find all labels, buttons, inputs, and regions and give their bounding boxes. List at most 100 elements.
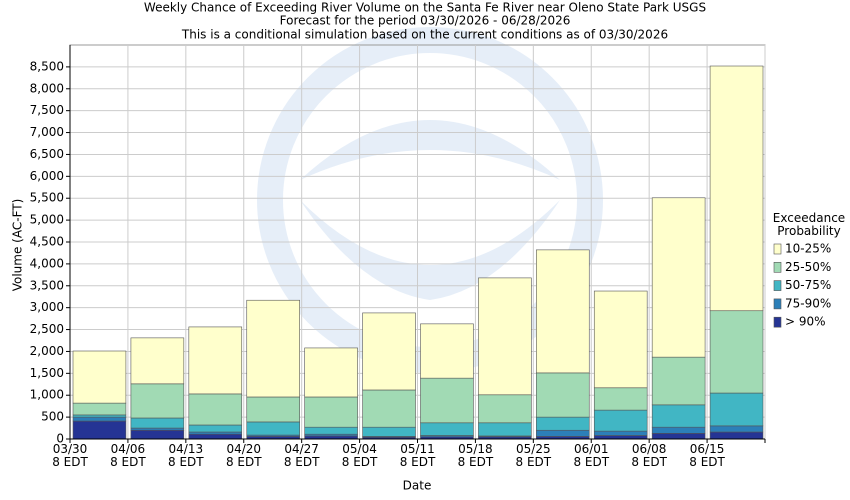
bar-segment bbox=[709, 431, 764, 440]
bar-segment bbox=[130, 337, 185, 385]
legend-title: Exceedance Probability bbox=[772, 212, 846, 238]
y-tick-label: 5,000 bbox=[30, 213, 64, 227]
bar-segment bbox=[362, 389, 416, 428]
x-tick-label-box: 06/08 8 EDT bbox=[631, 443, 667, 469]
bar-segment bbox=[420, 323, 474, 379]
bar-segment bbox=[593, 290, 648, 389]
bar-segment bbox=[536, 249, 590, 374]
y-tick-label: 2,500 bbox=[30, 322, 64, 336]
legend-label: 10-25% bbox=[785, 242, 831, 256]
y-tick-label: 3,000 bbox=[30, 300, 64, 314]
legend-swatch bbox=[773, 316, 782, 328]
bar-segment bbox=[130, 429, 185, 440]
bar-segment bbox=[420, 422, 474, 436]
bar-segment bbox=[709, 310, 764, 394]
x-tick-label-box: 05/18 8 EDT bbox=[457, 443, 494, 469]
bar-segment bbox=[709, 65, 764, 312]
x-tick-label: 03/30 8 EDT bbox=[52, 443, 88, 469]
x-tick-label-box: 04/20 8 EDT bbox=[226, 443, 262, 469]
y-tick-label: 6,000 bbox=[30, 169, 64, 183]
bar-segment bbox=[536, 429, 590, 437]
x-tick-label-box: 06/15 8 EDT bbox=[689, 443, 725, 469]
x-tick-label-box: 05/11 8 EDT bbox=[399, 443, 436, 469]
y-axis-label: Volume (AC-FT) bbox=[11, 199, 25, 292]
y-tick-label: 0 bbox=[56, 432, 64, 446]
bar-segment bbox=[593, 387, 648, 411]
y-tick-label: 8,000 bbox=[30, 81, 64, 95]
bar-segment bbox=[651, 197, 706, 358]
x-tick-label: 06/01 8 EDT bbox=[573, 443, 610, 469]
x-tick-label-box: 06/01 8 EDT bbox=[573, 443, 610, 469]
x-tick-label: 05/11 8 EDT bbox=[399, 443, 436, 469]
y-tick-label: 2,000 bbox=[30, 344, 64, 358]
x-axis-label: Date bbox=[403, 479, 432, 493]
bar-segment bbox=[709, 392, 764, 427]
legend-label: 50-75% bbox=[785, 278, 831, 292]
y-tick-label: 1,000 bbox=[30, 388, 64, 402]
x-tick-label-box: 04/06 8 EDT bbox=[110, 443, 146, 469]
bar-segment bbox=[478, 422, 532, 437]
bar-segment bbox=[188, 433, 243, 440]
x-tick-label: 05/18 8 EDT bbox=[457, 443, 494, 469]
legend-label: 75-90% bbox=[785, 296, 831, 310]
x-tick-label: 04/13 8 EDT bbox=[168, 443, 204, 469]
y-tick-label: 3,500 bbox=[30, 278, 64, 292]
bar-segment bbox=[188, 326, 243, 395]
y-tick-label: 8,500 bbox=[30, 59, 64, 73]
bar-segment bbox=[651, 404, 706, 428]
y-tick-label: 4,000 bbox=[30, 256, 64, 270]
bar-segment bbox=[130, 383, 185, 419]
bar-segment bbox=[246, 421, 300, 436]
bar-segment bbox=[72, 416, 127, 422]
legend-swatch bbox=[773, 280, 782, 291]
x-tick-label: 06/08 8 EDT bbox=[631, 443, 667, 469]
y-tick-label: 1,500 bbox=[30, 366, 64, 380]
bar-segment bbox=[593, 435, 648, 440]
legend-label: > 90% bbox=[785, 315, 826, 329]
y-tick-label: 5,500 bbox=[30, 191, 64, 205]
legend-swatch bbox=[773, 298, 782, 310]
bar-segment bbox=[536, 372, 590, 418]
x-tick-label-box: 04/13 8 EDT bbox=[168, 443, 204, 469]
bar-segment bbox=[304, 347, 358, 398]
bar-segment bbox=[188, 393, 243, 426]
x-tick-label-box: 05/04 8 EDT bbox=[341, 443, 378, 469]
x-tick-label: 06/15 8 EDT bbox=[689, 443, 725, 469]
x-tick-label-box: 04/27 8 EDT bbox=[283, 443, 320, 469]
watermark-logo bbox=[300, 120, 560, 300]
legend-label: 25-50% bbox=[785, 260, 831, 274]
bar-segment bbox=[130, 417, 185, 429]
bar-segment bbox=[362, 312, 416, 391]
bar-segment bbox=[593, 409, 648, 432]
bar-segment bbox=[72, 420, 127, 440]
y-tick-label: 4,500 bbox=[30, 235, 64, 249]
bar-segment bbox=[304, 426, 358, 435]
legend-swatch bbox=[773, 243, 782, 255]
y-tick-label: 500 bbox=[41, 410, 64, 424]
bar-segment bbox=[593, 430, 648, 436]
bar-segment bbox=[709, 425, 764, 433]
bar-segment bbox=[536, 416, 590, 431]
y-tick-label: 6,500 bbox=[30, 147, 64, 161]
bar-segment bbox=[72, 402, 127, 416]
chart-title: Weekly Chance of Exceeding River Volume … bbox=[144, 1, 706, 15]
y-tick-label: 7,500 bbox=[30, 103, 64, 117]
bar-segment bbox=[246, 396, 300, 423]
bar-segment bbox=[651, 433, 706, 440]
bar-segment bbox=[651, 426, 706, 434]
x-tick-label: 05/04 8 EDT bbox=[341, 443, 378, 469]
chart-note: This is a conditional simulation based o… bbox=[181, 28, 668, 42]
bar-segment bbox=[478, 277, 532, 396]
bar-segment bbox=[304, 396, 358, 428]
legend-swatch bbox=[773, 261, 782, 273]
chart-subtitle: Forecast for the period 03/30/2026 - 06/… bbox=[280, 14, 571, 28]
bar-segment bbox=[420, 377, 474, 424]
bar-segment bbox=[188, 431, 243, 435]
x-tick-label-box: 05/25 8 EDT bbox=[515, 443, 552, 469]
bar-segment bbox=[72, 350, 127, 404]
x-tick-label: 04/27 8 EDT bbox=[283, 443, 320, 469]
x-tick-label-box: 03/30 8 EDT bbox=[52, 443, 88, 469]
legend-title-box: Exceedance Probability bbox=[772, 212, 846, 238]
x-tick-label: 05/25 8 EDT bbox=[515, 443, 552, 469]
